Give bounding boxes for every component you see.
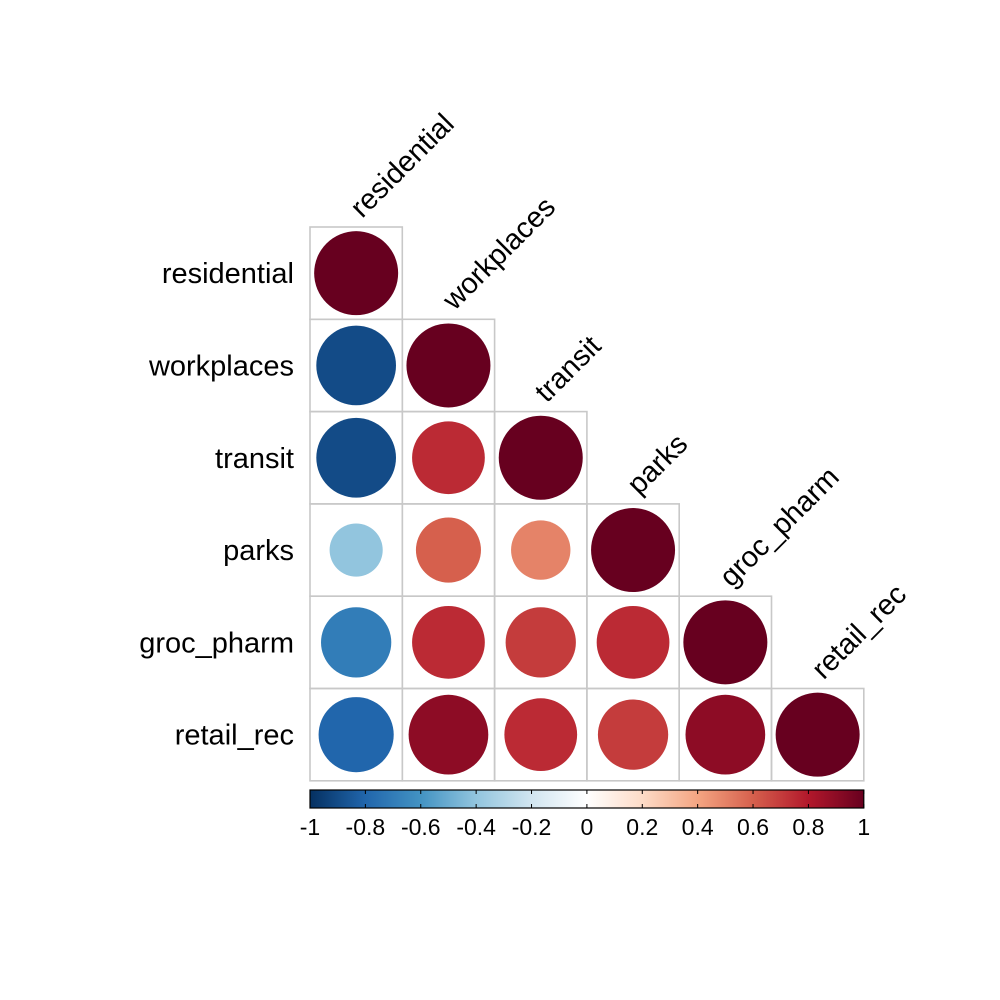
- column-label-transit: transit: [529, 330, 607, 408]
- colorbar-tick-label: 1: [857, 814, 870, 840]
- row-label-parks: parks: [223, 535, 294, 567]
- colorbar-tick-label: 0: [581, 814, 594, 840]
- column-label-parks: parks: [621, 428, 694, 501]
- correlation-circle: [505, 607, 576, 678]
- correlation-circle: [406, 323, 491, 408]
- cell-retail_rec-parks: [586, 687, 681, 782]
- cell-retail_rec-transit: [493, 687, 588, 782]
- colorbar-tick-label: 0.6: [737, 814, 769, 840]
- cell-transit-transit: [493, 410, 588, 505]
- correlation-circle: [683, 600, 768, 685]
- colorbar-tick-label: 0.2: [626, 814, 658, 840]
- correlation-circle: [316, 417, 396, 498]
- column-label-groc_pharm: groc_pharm: [714, 461, 846, 593]
- cell-parks-workplaces: [401, 503, 496, 597]
- correlation-circle: [597, 699, 669, 770]
- cell-retail_rec-groc_pharm: [678, 687, 773, 782]
- correlation-circle: [511, 520, 571, 580]
- row-labels: residential workplaces transit parks groc_ph…: [139, 258, 294, 752]
- column-label-workplaces: workplaces: [436, 191, 562, 317]
- correlation-circle: [412, 421, 485, 495]
- cell-retail_rec-retail_rec: [770, 687, 865, 782]
- cell-retail_rec-residential: [309, 687, 404, 782]
- colorbar-tick-label: 0.4: [682, 814, 714, 840]
- row-label-groc_pharm: groc_pharm: [139, 627, 294, 659]
- correlation-circle: [775, 692, 860, 777]
- correlation-circle: [591, 508, 676, 593]
- row-label-transit: transit: [215, 443, 294, 475]
- cell-transit-workplaces: [401, 410, 496, 505]
- cell-groc_pharm-groc_pharm: [678, 595, 773, 690]
- colorbar-tick-label: -0.8: [346, 814, 386, 840]
- correlation-circle: [498, 415, 583, 500]
- cell-groc_pharm-workplaces: [401, 595, 496, 690]
- correlation-circle: [408, 694, 489, 775]
- correlation-circle: [321, 607, 392, 678]
- cell-groc_pharm-transit: [493, 595, 588, 690]
- colorbar: -1 -0.8 -0.6 -0.4 -0.2 0 0.2 0.4 0.6 0.8 1: [300, 789, 870, 840]
- column-label-residential: residential: [344, 108, 460, 224]
- cell-transit-residential: [309, 410, 404, 505]
- row-label-retail_rec: retail_rec: [175, 720, 294, 752]
- correlation-circle: [685, 694, 766, 775]
- colorbar-tick-label: -0.2: [512, 814, 552, 840]
- row-label-workplaces: workplaces: [148, 350, 294, 382]
- cell-workplaces-residential: [309, 318, 404, 413]
- column-label-retail_rec: retail_rec: [806, 578, 913, 685]
- cell-groc_pharm-residential: [309, 595, 404, 690]
- correlation-circle: [596, 605, 670, 679]
- colorbar-tick-label: -0.4: [456, 814, 496, 840]
- cell-parks-parks: [586, 503, 681, 597]
- correlation-circle: [329, 523, 383, 577]
- row-label-residential: residential: [162, 258, 294, 290]
- correlation-circle: [316, 325, 396, 406]
- correlation-circle: [314, 231, 399, 316]
- cell-residential-residential: [309, 226, 404, 321]
- correlation-circle: [504, 698, 578, 772]
- colorbar-tick-label: 0.8: [792, 814, 824, 840]
- colorbar-tick-label: -0.6: [401, 814, 441, 840]
- matrix-cells: [309, 226, 865, 782]
- cell-parks-transit: [493, 503, 588, 597]
- cell-groc_pharm-parks: [586, 595, 681, 690]
- correlation-circle: [415, 517, 481, 583]
- correlation-circle: [412, 605, 485, 679]
- cell-border: [770, 687, 865, 782]
- cell-parks-residential: [309, 503, 404, 597]
- cell-workplaces-workplaces: [401, 318, 496, 413]
- cell-retail_rec-workplaces: [401, 687, 496, 782]
- colorbar-tick-label: -1: [300, 814, 320, 840]
- correlation-circle: [318, 697, 394, 773]
